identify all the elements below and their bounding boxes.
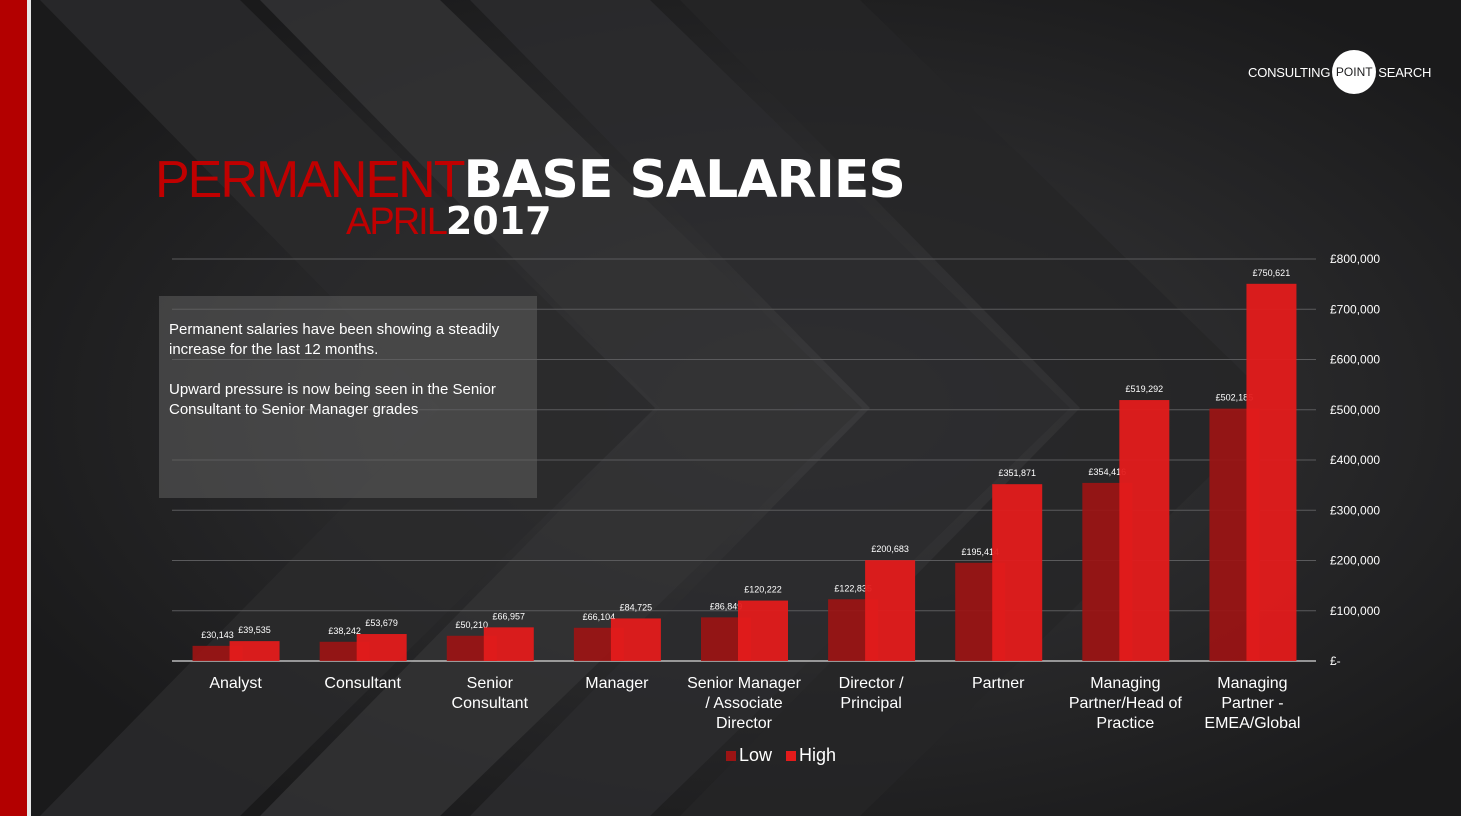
data-label-high: £66,957 (493, 611, 526, 621)
data-label-low: £86,849 (710, 601, 743, 611)
x-tick-label: Consultant (452, 695, 529, 712)
x-tick-label: Analyst (209, 675, 262, 692)
data-label-low: £195,414 (961, 547, 999, 557)
y-tick-label: £700,000 (1330, 302, 1380, 316)
commentary-paragraph-2: Upward pressure is now being seen in the… (169, 381, 496, 418)
bar-high (1246, 283, 1297, 661)
y-tick-label: £200,000 (1330, 554, 1380, 568)
title-base-salaries: BASE SALARIES (463, 150, 905, 210)
x-tick-label: / Associate (705, 695, 782, 712)
page-title: PERMANENT BASE SALARIES (155, 150, 906, 210)
data-label-high: £519,292 (1126, 384, 1164, 394)
x-tick-label: Partner (972, 675, 1025, 692)
bar-high (738, 600, 788, 661)
bar-high (229, 641, 280, 661)
data-label-high: £53,679 (365, 618, 398, 628)
data-label-high: £39,535 (238, 625, 271, 635)
subtitle-year: 2017 (445, 199, 552, 243)
x-tick-label: Senior (467, 675, 514, 692)
title-permanent: PERMANENT (155, 151, 465, 209)
subtitle-month: APRIL (346, 201, 448, 243)
legend-swatch-low (726, 750, 736, 761)
x-tick-label: Practice (1096, 715, 1154, 732)
bar-high (1119, 400, 1170, 661)
bar-high (992, 484, 1043, 661)
x-tick-label: Managing (1217, 675, 1287, 692)
data-label-high: £200,683 (871, 544, 909, 554)
x-tick-label: EMEA/Global (1204, 715, 1300, 732)
x-tick-label: Director / (839, 675, 904, 692)
legend-swatch-high (786, 750, 797, 761)
data-label-low: £30,143 (201, 630, 234, 640)
y-tick-label: £500,000 (1330, 403, 1380, 417)
y-tick-label: £600,000 (1330, 353, 1380, 367)
data-label-low: £38,242 (328, 626, 361, 636)
commentary-box: Permanent salaries have been showing a s… (159, 296, 537, 498)
bar-high (610, 618, 661, 661)
legend-item-low: Low (726, 745, 772, 766)
bar-high (865, 560, 916, 661)
x-tick-label: Partner/Head of (1069, 695, 1183, 712)
data-label-low: £50,210 (456, 620, 489, 630)
page-subtitle: APRIL 2017 (346, 199, 552, 244)
y-tick-label: £800,000 (1330, 252, 1380, 266)
chart-legend: Low High (726, 745, 850, 766)
y-tick-label: £- (1330, 654, 1341, 668)
bar-high (356, 634, 407, 661)
legend-label-high: High (799, 745, 837, 765)
left-red-stripe (0, 0, 27, 816)
x-tick-label: Manager (585, 675, 649, 692)
logo-circle: POINT (1332, 50, 1377, 94)
x-tick-label: Partner - (1221, 695, 1283, 712)
company-logo: CONSULTING POINT SEARCH (1248, 50, 1431, 94)
x-tick-label: Consultant (324, 675, 401, 692)
x-tick-label: Director (716, 715, 773, 732)
legend-item-high: High (786, 745, 836, 766)
left-white-stripe (27, 0, 31, 816)
legend-label-low: Low (739, 745, 773, 765)
x-tick-label: Managing (1090, 675, 1160, 692)
data-label-high: £120,222 (744, 585, 782, 595)
y-tick-label: £300,000 (1330, 503, 1380, 517)
bar-high (483, 627, 534, 661)
y-tick-label: £400,000 (1330, 453, 1380, 467)
data-label-high: £84,725 (620, 602, 653, 612)
x-tick-label: Principal (840, 695, 901, 712)
data-label-low: £66,104 (583, 612, 616, 622)
data-label-high: £351,871 (998, 468, 1036, 478)
commentary-paragraph-1: Permanent salaries have been showing a s… (169, 321, 500, 358)
data-label-low: £122,835 (834, 583, 872, 593)
data-label-low: £354,416 (1089, 467, 1127, 477)
logo-text-left: CONSULTING (1248, 64, 1331, 80)
data-label-low: £502,185 (1216, 393, 1254, 403)
x-tick-label: Senior Manager (687, 675, 802, 692)
y-tick-label: £100,000 (1330, 604, 1380, 618)
logo-text-right: SEARCH (1378, 64, 1432, 80)
data-label-high: £750,621 (1253, 268, 1291, 278)
